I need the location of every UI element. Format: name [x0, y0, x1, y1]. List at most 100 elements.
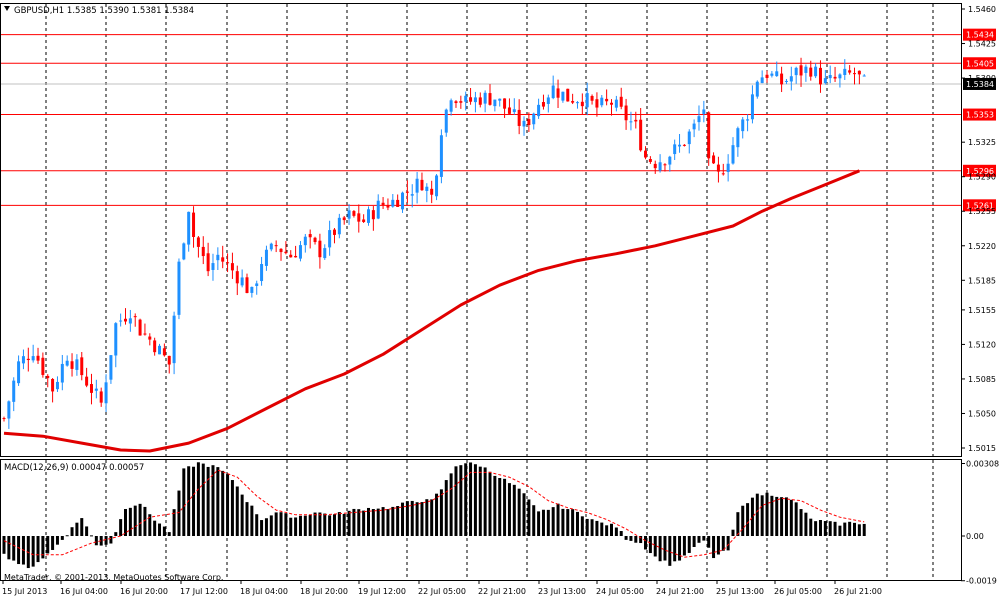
- macd-bar: [755, 493, 759, 536]
- macd-bar: [862, 523, 866, 536]
- price-tick-label: 1.5120: [968, 340, 996, 349]
- candle: [527, 112, 531, 133]
- candle: [99, 387, 103, 407]
- candle-body: [221, 257, 225, 262]
- candle: [196, 236, 200, 258]
- candle: [182, 242, 186, 261]
- candle: [532, 112, 536, 130]
- candle: [571, 93, 575, 105]
- macd-bar: [415, 502, 419, 536]
- macd-bar: [721, 536, 725, 551]
- candle-body: [347, 210, 351, 219]
- candle-body: [488, 93, 492, 105]
- macd-bar: [148, 514, 152, 536]
- candle: [614, 95, 618, 112]
- candle-body: [493, 99, 497, 107]
- candle-body: [337, 217, 341, 235]
- candle: [352, 210, 356, 218]
- candle-body: [31, 356, 35, 361]
- macd-bar: [556, 503, 560, 536]
- macd-bar: [294, 517, 298, 536]
- macd-bar: [794, 502, 798, 536]
- price-tick-label: 1.5255: [968, 207, 996, 216]
- price-tick-label: 1.5220: [968, 242, 996, 251]
- price-level-label: 1.5353: [966, 111, 994, 120]
- candle-body: [298, 245, 302, 259]
- candle-body: [678, 144, 682, 147]
- candle-body: [192, 212, 196, 237]
- candle: [240, 269, 244, 288]
- macd-bar: [736, 512, 740, 536]
- candle-body: [401, 192, 405, 210]
- macd-bar: [12, 536, 16, 561]
- candle-body: [235, 271, 239, 284]
- candle-body: [527, 119, 531, 126]
- candle-body: [36, 355, 40, 361]
- candle: [289, 250, 293, 258]
- candle: [726, 154, 730, 182]
- macd-bar: [469, 462, 473, 536]
- price-tick-label: 1.5015: [968, 444, 996, 453]
- macd-bar: [658, 536, 662, 562]
- candle-body: [332, 229, 336, 235]
- macd-tick-label: -0.0019: [966, 577, 997, 586]
- candle-body: [167, 355, 171, 365]
- candle-body: [211, 263, 215, 270]
- candle: [624, 98, 628, 130]
- macd-bar: [104, 536, 108, 545]
- candle: [318, 233, 322, 269]
- price-tick-label: 1.5155: [968, 306, 996, 315]
- candle-body: [459, 101, 463, 103]
- time-label: 24 Jul 05:00: [596, 587, 644, 596]
- macd-bar: [80, 518, 84, 536]
- candle: [498, 98, 502, 107]
- candle-body: [765, 74, 769, 78]
- candle-body: [843, 68, 847, 75]
- macd-bar: [712, 536, 716, 559]
- candle-body: [420, 179, 424, 191]
- candle: [221, 245, 225, 269]
- candle: [507, 98, 511, 115]
- candle-body: [245, 277, 249, 294]
- candle-body: [702, 109, 706, 114]
- candle: [410, 184, 414, 208]
- macd-bar: [396, 506, 400, 536]
- price-tick-label: 1.5325: [968, 138, 996, 147]
- macd-bar: [182, 468, 186, 536]
- candle: [279, 248, 283, 261]
- candle: [386, 198, 390, 211]
- macd-bar: [260, 520, 264, 536]
- macd-bar: [449, 473, 453, 536]
- candle-body: [328, 230, 332, 248]
- candle-body: [833, 76, 837, 79]
- macd-bar: [124, 509, 127, 536]
- candle-body: [196, 237, 200, 247]
- candle: [687, 129, 691, 154]
- macd-bar: [634, 536, 638, 543]
- candle: [823, 69, 827, 85]
- candle: [337, 213, 341, 239]
- candle-body: [658, 162, 662, 171]
- candle: [600, 94, 604, 108]
- macd-bar: [138, 503, 142, 536]
- candle-body: [809, 67, 813, 77]
- candle: [162, 343, 166, 357]
- candle: [862, 74, 866, 77]
- candle: [503, 98, 507, 118]
- candle-body: [308, 234, 312, 238]
- candle-body: [668, 156, 672, 165]
- macd-bar: [726, 536, 730, 551]
- candle: [362, 214, 366, 224]
- candle: [789, 66, 793, 91]
- candle-body: [313, 237, 317, 243]
- candle-body: [857, 70, 861, 75]
- candle: [546, 94, 550, 113]
- candle: [444, 108, 448, 137]
- macd-bar: [332, 514, 336, 536]
- time-label: 22 Jul 05:00: [418, 587, 466, 596]
- collapse-triangle-icon[interactable]: [4, 6, 10, 11]
- macd-bar: [177, 490, 181, 536]
- candle: [775, 61, 779, 77]
- candle-body: [595, 99, 599, 108]
- moving-average: [3, 169, 860, 453]
